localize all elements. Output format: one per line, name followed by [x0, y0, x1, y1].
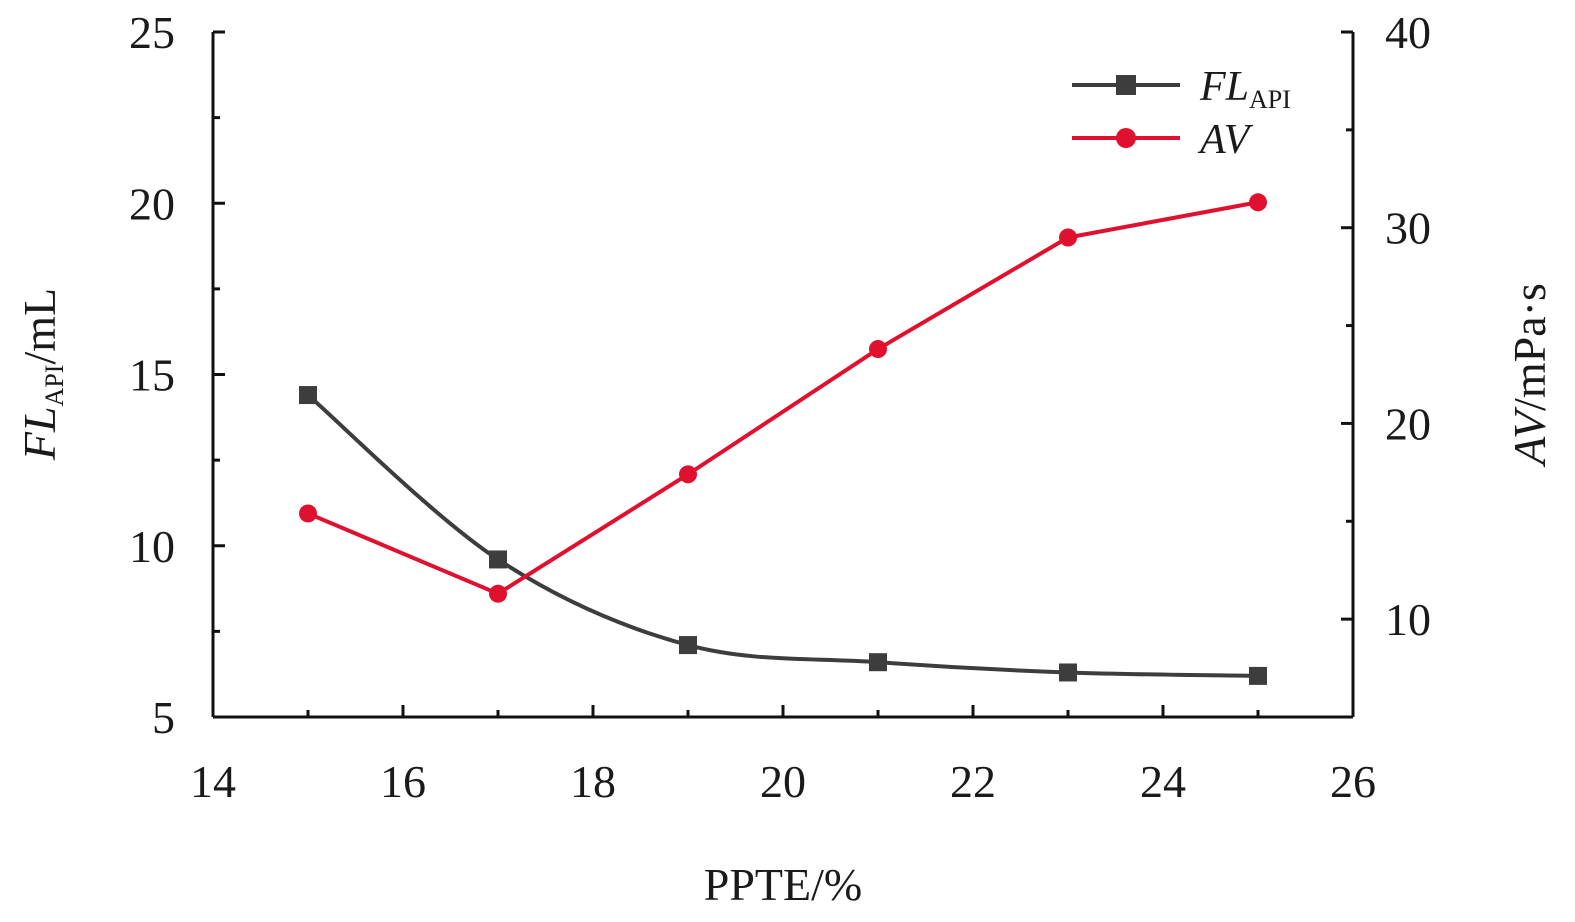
data-point-av — [489, 584, 507, 603]
ticks-group: 14 16 18 20 22 24 26 5 10 15 20 25 10 20 30 40 — [129, 7, 1431, 807]
left-y-tick-label: 25 — [129, 7, 175, 58]
x-tick-label: 16 — [380, 756, 426, 807]
left-y-label-unit: /mL — [14, 288, 65, 365]
right-y-tick-label: 10 — [1385, 594, 1431, 645]
x-tick-label: 26 — [1330, 756, 1376, 807]
x-tick-label: 18 — [570, 756, 616, 807]
data-point-fl — [299, 386, 317, 405]
data-point-av — [299, 504, 317, 523]
data-point-av — [1249, 193, 1267, 212]
series-line-fl — [306, 393, 1259, 678]
series-group — [299, 193, 1267, 685]
legend-item-av: AV — [1072, 117, 1254, 163]
data-point-fl — [869, 653, 887, 672]
legend: FLAPI AV — [1072, 64, 1291, 163]
right-y-tick-label: 40 — [1385, 7, 1431, 58]
series-line-av — [307, 200, 1259, 596]
legend-av-marker — [1116, 128, 1136, 148]
data-point-av — [679, 465, 697, 484]
x-tick-label: 22 — [950, 756, 996, 807]
left-y-axis-label: FLAPI/mL — [14, 288, 69, 461]
left-y-tick-label: 10 — [129, 521, 175, 572]
data-point-av — [869, 340, 887, 359]
right-y-label-unit: /mPa·s — [1504, 283, 1555, 411]
data-point-fl — [1249, 666, 1267, 685]
left-y-label-main: FL — [14, 406, 65, 461]
legend-item-fl: FLAPI — [1072, 64, 1291, 114]
right-y-axis-label: AV/mPa·s — [1504, 283, 1555, 468]
left-y-tick-label: 20 — [129, 178, 175, 229]
legend-fl-label: FLAPI — [1199, 64, 1291, 114]
x-axis-label: PPTE/% — [704, 859, 862, 910]
x-tick-label: 20 — [760, 756, 806, 807]
right-y-tick-label: 30 — [1385, 203, 1431, 254]
legend-fl-marker — [1116, 75, 1136, 95]
left-y-tick-label: 15 — [129, 350, 175, 401]
axes-group — [211, 32, 1355, 719]
legend-av-label: AV — [1197, 117, 1254, 163]
data-point-fl — [679, 636, 697, 655]
data-point-fl — [1059, 663, 1077, 682]
left-y-label-sub: API — [40, 365, 69, 407]
left-y-tick-label: 5 — [152, 692, 175, 743]
right-y-label-main: AV — [1504, 406, 1555, 468]
right-y-tick-label: 20 — [1385, 398, 1431, 449]
data-point-fl — [489, 550, 507, 569]
x-tick-label: 24 — [1140, 756, 1186, 807]
x-tick-label: 14 — [190, 756, 236, 807]
data-point-av — [1059, 228, 1077, 247]
